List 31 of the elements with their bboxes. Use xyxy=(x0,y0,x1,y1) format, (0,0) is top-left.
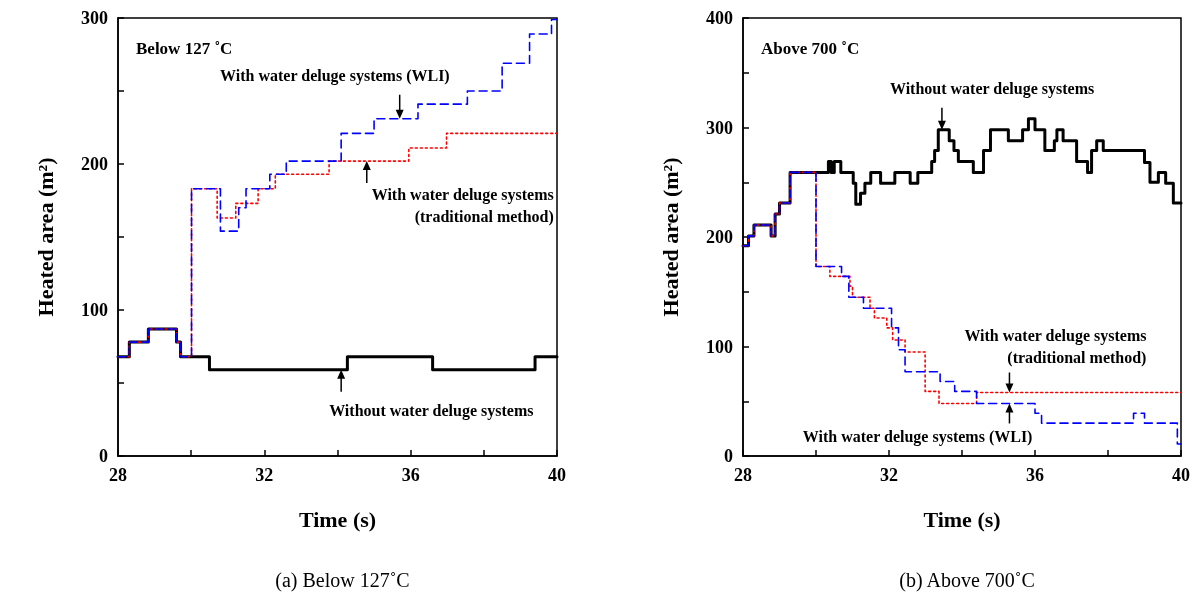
x-axis-title: Time (s) xyxy=(298,506,377,532)
annotation: Without water deluge systems xyxy=(889,80,1095,99)
annotation: With water deluge systems (WLI) xyxy=(220,67,450,86)
y-tick-label: 200 xyxy=(706,227,733,247)
annotation: Above 700 ˚C xyxy=(761,39,860,58)
y-tick-label: 300 xyxy=(706,117,733,138)
y-tick-label: 0 xyxy=(99,446,108,466)
x-tick-label: 32 xyxy=(880,465,898,485)
y-tick-label: 200 xyxy=(81,154,108,174)
y-axis-title: Heated area (m²) xyxy=(32,157,58,317)
y-tick-label: 100 xyxy=(81,300,108,320)
text: (a) Below 127˚C xyxy=(275,569,410,592)
y-axis-title: Heated area (m²) xyxy=(657,157,683,317)
x-tick-label: 40 xyxy=(548,465,566,485)
x-tick-label: 28 xyxy=(109,465,127,485)
x-tick-label: 36 xyxy=(1026,465,1044,485)
annotation: Without water deluge systems xyxy=(329,402,534,421)
annotation: With water deluge systems (traditional method) xyxy=(964,326,1147,367)
x-tick-label: 40 xyxy=(1172,465,1190,485)
x-tick-label: 32 xyxy=(255,465,274,485)
x-tick-label: 36 xyxy=(401,465,420,485)
y-tick-label: 0 xyxy=(724,446,733,466)
x-tick-label: 28 xyxy=(734,465,752,485)
annotation: Below 127 ˚C xyxy=(136,39,233,58)
y-tick-label: 300 xyxy=(81,8,108,28)
annotation: With water deluge systems (traditional method) xyxy=(371,185,554,226)
y-tick-label: 400 xyxy=(706,8,733,28)
y-tick-label: 100 xyxy=(706,336,733,357)
text: (b) Above 700˚C xyxy=(899,569,1035,592)
annotation: With water deluge systems (WLI) xyxy=(802,427,1033,446)
x-axis-title: Time (s) xyxy=(923,506,1001,532)
